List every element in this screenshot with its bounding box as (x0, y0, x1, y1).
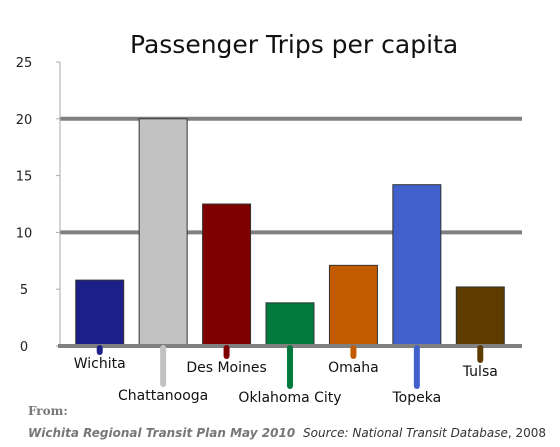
source-plan-text: Wichita Regional Transit Plan May 2010 (28, 426, 296, 440)
y-tick-label: 0 (20, 340, 28, 355)
gridlines (60, 116, 522, 235)
credit-year: , 2008 (507, 426, 546, 440)
chart-title: Passenger Trips per capita (130, 30, 459, 59)
bar-tulsa (455, 286, 505, 347)
y-tick-label: 20 (16, 113, 33, 128)
y-axis: 0 5 10 15 20 25 (16, 56, 61, 355)
bar-omaha (328, 264, 378, 347)
bar-topeka (392, 184, 442, 347)
from-label: From: (28, 404, 68, 418)
bar-chattanooga (138, 118, 188, 347)
x-tick-label: Des Moines (186, 360, 266, 376)
bar-oklahoma-city (265, 302, 315, 347)
data-source-credit: Source: National Transit Database, 2008 (303, 426, 546, 440)
y-tick-label: 5 (20, 283, 28, 298)
bars (75, 118, 505, 347)
credit-source: Source: National Transit Database (303, 426, 508, 440)
x-tick-label: Tulsa (462, 364, 498, 380)
category-labels: Wichita Chattanooga Des Moines Oklahoma Cit… (74, 345, 498, 406)
x-tick-label: Topeka (392, 390, 442, 406)
bar-des-moines (202, 203, 252, 347)
x-tick-label: Omaha (328, 360, 379, 376)
y-tick-label: 15 (16, 170, 33, 185)
x-tick-label: Chattanooga (118, 388, 208, 404)
y-tick-label: 10 (16, 226, 33, 241)
bar-wichita (75, 279, 125, 347)
x-tick-label: Wichita (74, 356, 126, 372)
y-tick-label: 25 (16, 56, 33, 71)
x-tick-label: Oklahoma City (238, 390, 341, 406)
